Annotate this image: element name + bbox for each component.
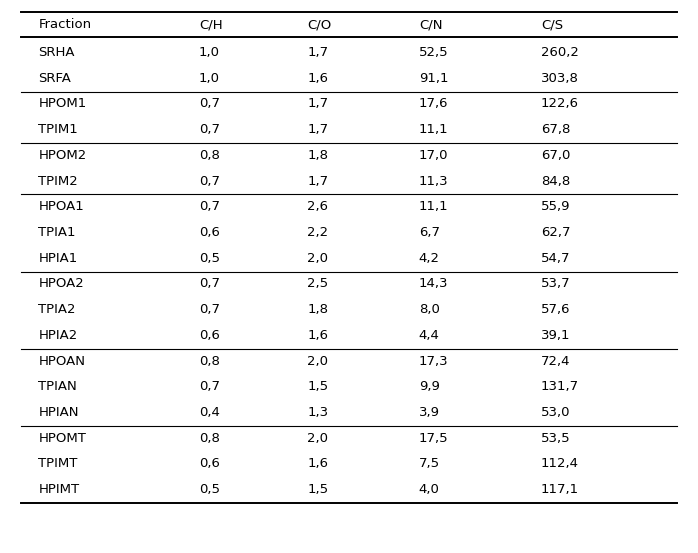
Text: 53,5: 53,5 [541, 432, 570, 445]
Text: HPIA1: HPIA1 [38, 252, 77, 265]
Text: 0,5: 0,5 [199, 252, 220, 265]
Text: HPIA2: HPIA2 [38, 329, 77, 342]
Text: TPIM2: TPIM2 [38, 175, 78, 187]
Text: TPIMT: TPIMT [38, 457, 77, 471]
Text: 1,7: 1,7 [307, 46, 328, 59]
Text: C/S: C/S [541, 18, 563, 32]
Text: 2,0: 2,0 [307, 354, 328, 368]
Text: 53,7: 53,7 [541, 278, 570, 290]
Text: 2,6: 2,6 [307, 200, 328, 213]
Text: 14,3: 14,3 [419, 278, 448, 290]
Text: 2,0: 2,0 [307, 252, 328, 265]
Text: TPIAN: TPIAN [38, 380, 77, 393]
Text: 2,5: 2,5 [307, 278, 328, 290]
Text: 0,8: 0,8 [199, 354, 220, 368]
Text: 1,7: 1,7 [307, 123, 328, 136]
Text: C/H: C/H [199, 18, 223, 32]
Text: 84,8: 84,8 [541, 175, 570, 187]
Text: 6,7: 6,7 [419, 226, 440, 239]
Text: 0,7: 0,7 [199, 97, 220, 111]
Text: 131,7: 131,7 [541, 380, 579, 393]
Text: HPIMT: HPIMT [38, 483, 80, 496]
Text: 303,8: 303,8 [541, 72, 579, 85]
Text: 67,0: 67,0 [541, 149, 570, 162]
Text: 7,5: 7,5 [419, 457, 440, 471]
Text: 4,2: 4,2 [419, 252, 440, 265]
Text: HPOM1: HPOM1 [38, 97, 87, 111]
Text: 1,8: 1,8 [307, 303, 328, 316]
Text: 0,7: 0,7 [199, 278, 220, 290]
Text: 1,7: 1,7 [307, 97, 328, 111]
Text: HPOA2: HPOA2 [38, 278, 84, 290]
Text: 0,8: 0,8 [199, 432, 220, 445]
Text: 91,1: 91,1 [419, 72, 448, 85]
Text: 67,8: 67,8 [541, 123, 570, 136]
Text: Fraction: Fraction [38, 18, 91, 32]
Text: C/N: C/N [419, 18, 443, 32]
Text: 1,8: 1,8 [307, 149, 328, 162]
Text: 0,8: 0,8 [199, 149, 220, 162]
Text: 52,5: 52,5 [419, 46, 448, 59]
Text: 53,0: 53,0 [541, 406, 570, 419]
Text: 11,1: 11,1 [419, 123, 448, 136]
Text: 260,2: 260,2 [541, 46, 579, 59]
Text: 0,7: 0,7 [199, 175, 220, 187]
Text: 17,0: 17,0 [419, 149, 448, 162]
Text: SRHA: SRHA [38, 46, 75, 59]
Text: 1,0: 1,0 [199, 72, 220, 85]
Text: 1,3: 1,3 [307, 406, 328, 419]
Text: 54,7: 54,7 [541, 252, 570, 265]
Text: 1,6: 1,6 [307, 457, 328, 471]
Text: C/O: C/O [307, 18, 332, 32]
Text: SRFA: SRFA [38, 72, 71, 85]
Text: 1,6: 1,6 [307, 329, 328, 342]
Text: 2,0: 2,0 [307, 432, 328, 445]
Text: 39,1: 39,1 [541, 329, 570, 342]
Text: HPOM2: HPOM2 [38, 149, 87, 162]
Text: HPOA1: HPOA1 [38, 200, 84, 213]
Text: 17,6: 17,6 [419, 97, 448, 111]
Text: 11,3: 11,3 [419, 175, 448, 187]
Text: 17,3: 17,3 [419, 354, 448, 368]
Text: 0,5: 0,5 [199, 483, 220, 496]
Text: 4,0: 4,0 [419, 483, 440, 496]
Text: 72,4: 72,4 [541, 354, 570, 368]
Text: 17,5: 17,5 [419, 432, 448, 445]
Text: HPOAN: HPOAN [38, 354, 85, 368]
Text: 1,0: 1,0 [199, 46, 220, 59]
Text: 1,6: 1,6 [307, 72, 328, 85]
Text: 9,9: 9,9 [419, 380, 440, 393]
Text: 0,6: 0,6 [199, 329, 220, 342]
Text: TPIA1: TPIA1 [38, 226, 76, 239]
Text: HPOMT: HPOMT [38, 432, 87, 445]
Text: 2,2: 2,2 [307, 226, 328, 239]
Text: 1,7: 1,7 [307, 175, 328, 187]
Text: 3,9: 3,9 [419, 406, 440, 419]
Text: 0,7: 0,7 [199, 200, 220, 213]
Text: 0,7: 0,7 [199, 380, 220, 393]
Text: 0,7: 0,7 [199, 123, 220, 136]
Text: HPIAN: HPIAN [38, 406, 79, 419]
Text: 11,1: 11,1 [419, 200, 448, 213]
Text: 0,7: 0,7 [199, 303, 220, 316]
Text: 0,6: 0,6 [199, 457, 220, 471]
Text: 4,4: 4,4 [419, 329, 440, 342]
Text: 62,7: 62,7 [541, 226, 570, 239]
Text: 1,5: 1,5 [307, 483, 328, 496]
Text: 112,4: 112,4 [541, 457, 579, 471]
Text: 122,6: 122,6 [541, 97, 579, 111]
Text: 8,0: 8,0 [419, 303, 440, 316]
Text: 1,5: 1,5 [307, 380, 328, 393]
Text: 117,1: 117,1 [541, 483, 579, 496]
Text: 0,6: 0,6 [199, 226, 220, 239]
Text: TPIA2: TPIA2 [38, 303, 76, 316]
Text: 57,6: 57,6 [541, 303, 570, 316]
Text: TPIM1: TPIM1 [38, 123, 78, 136]
Text: 55,9: 55,9 [541, 200, 570, 213]
Text: 0,4: 0,4 [199, 406, 220, 419]
